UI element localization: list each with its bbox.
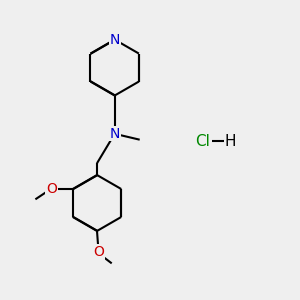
Text: Cl: Cl [196, 134, 210, 149]
Text: N: N [110, 33, 120, 46]
Text: H: H [224, 134, 236, 149]
Text: O: O [93, 245, 104, 259]
Text: O: O [46, 182, 57, 196]
Text: N: N [110, 127, 120, 141]
